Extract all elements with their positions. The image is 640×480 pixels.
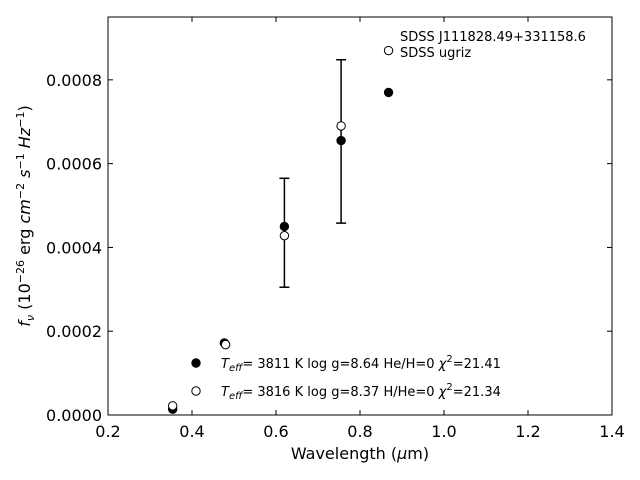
y-tick-label: 0.0008 — [46, 71, 102, 90]
model-point — [336, 135, 346, 146]
x-tick-label: 0.2 — [95, 422, 120, 441]
model-point — [383, 87, 394, 98]
y-tick-label: 0.0000 — [46, 406, 102, 425]
legend-entry-2: Teff= 3816 K log g=8.37 H/He=0 χ2=21.34 — [221, 382, 501, 402]
legend-entry-1: Teff= 3811 K log g=8.64 He/H=0 χ2=21.41 — [221, 354, 501, 374]
x-tick-label: 1.2 — [515, 422, 540, 441]
plot-frame — [107, 16, 613, 416]
y-axis-label: fν (10−26 erg cm−2 s−1 Hz−1) — [14, 105, 37, 326]
observed-point — [336, 121, 346, 131]
observed-point — [383, 45, 394, 56]
legend-marker-filled — [191, 358, 201, 368]
legend-marker-open — [191, 386, 201, 396]
y-tick-label: 0.0006 — [46, 155, 102, 174]
object-name: SDSS J111828.49+331158.6 — [400, 30, 586, 45]
y-tick-label: 0.0004 — [46, 238, 102, 257]
x-tick-label: 0.8 — [347, 422, 372, 441]
x-tick-label: 1.0 — [431, 422, 456, 441]
x-axis-label: Wavelength (μm) — [291, 444, 429, 463]
legend: Teff= 3811 K log g=8.64 He/H=0 χ2=21.41 … — [191, 354, 501, 402]
survey-label: SDSS ugriz — [400, 46, 471, 61]
model-point — [279, 221, 290, 232]
observed-point — [167, 401, 178, 411]
observed-point — [220, 339, 231, 350]
observed-point — [279, 230, 290, 241]
data-marks — [167, 45, 394, 414]
x-tick-label: 0.6 — [263, 422, 288, 441]
x-tick-label: 1.4 — [599, 422, 624, 441]
y-tick-label: 0.0002 — [46, 322, 102, 341]
x-tick-label: 0.4 — [179, 422, 204, 441]
axis-ticks: 0.2 0.4 0.6 0.8 1.0 1.2 1.4 0.0000 0.0002 0.0004 0… — [46, 17, 625, 441]
